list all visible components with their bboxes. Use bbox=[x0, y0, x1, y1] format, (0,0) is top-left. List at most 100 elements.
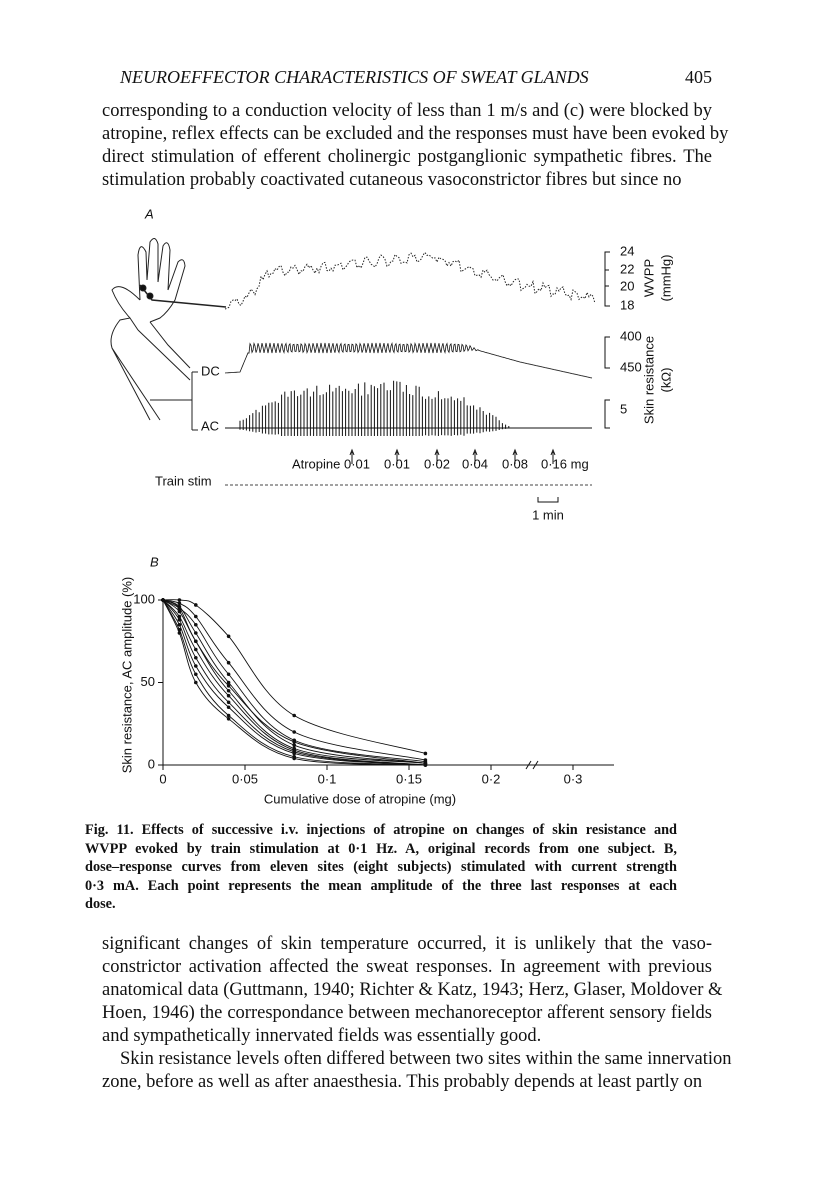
data-point bbox=[292, 751, 297, 756]
data-point bbox=[194, 647, 198, 652]
time-scale-label: 1 min bbox=[532, 507, 564, 522]
x-axis-label: Cumulative dose of atropine (mg) bbox=[264, 791, 456, 806]
data-point bbox=[177, 618, 182, 622]
data-point bbox=[194, 622, 198, 627]
data-point bbox=[177, 614, 182, 619]
data-point bbox=[177, 622, 182, 627]
y-tick-label: 0 bbox=[148, 756, 155, 771]
data-point bbox=[226, 672, 231, 677]
data-point bbox=[226, 717, 231, 721]
scale-label: 450 bbox=[620, 359, 642, 374]
stim-label: Train stim bbox=[155, 473, 212, 488]
axis-label: (mmHg) bbox=[658, 255, 673, 302]
data-point bbox=[194, 631, 198, 635]
text-line: corresponding to a conduction velocity o… bbox=[102, 101, 712, 121]
x-tick-label: 0·15 bbox=[396, 771, 422, 786]
dc-trace bbox=[224, 341, 593, 379]
scale-label: 18 bbox=[620, 297, 634, 312]
data-point bbox=[226, 660, 231, 665]
scale-label: 5 bbox=[620, 401, 627, 416]
scale-label: 20 bbox=[620, 278, 634, 293]
axis-label: WVPP bbox=[641, 259, 656, 297]
injection-arrow bbox=[434, 448, 440, 464]
data-point bbox=[226, 700, 231, 705]
text-line: Hoen, 1946) the correspondance between m… bbox=[102, 1003, 712, 1023]
x-tick-label: 0·2 bbox=[482, 771, 501, 786]
text-line: anatomical data (Guttmann, 1940; Richter… bbox=[102, 980, 723, 1000]
hand-sketch bbox=[110, 238, 227, 431]
page-number: 405 bbox=[685, 67, 712, 87]
dose-label: 0·01 bbox=[384, 456, 410, 471]
text-line: zone, before as well as after anaesthesi… bbox=[102, 1072, 703, 1092]
caption-line: 0·3 mA. Each point represents the mean a… bbox=[85, 877, 677, 894]
data-point bbox=[226, 688, 231, 693]
data-point bbox=[292, 730, 297, 734]
injection-arrow bbox=[472, 448, 478, 464]
data-point bbox=[194, 672, 198, 677]
data-point bbox=[226, 680, 231, 685]
data-point bbox=[423, 751, 428, 756]
caption-line: WVPP evoked by train stimulation at 0·1 … bbox=[85, 840, 677, 857]
x-tick-label: 0·1 bbox=[318, 771, 337, 786]
text-line: stimulation probably coactivated cutaneo… bbox=[102, 170, 682, 190]
axis-break bbox=[525, 760, 539, 770]
axis-label: Skin resistance bbox=[641, 336, 656, 424]
text-line: and sympathetically innervated fields wa… bbox=[102, 1026, 542, 1046]
injection-arrow bbox=[394, 448, 400, 464]
data-point bbox=[423, 761, 428, 766]
data-point bbox=[177, 598, 182, 602]
data-point bbox=[177, 631, 182, 635]
dose-response-curve bbox=[162, 599, 426, 763]
dose-label: 0·08 bbox=[502, 456, 528, 471]
trace-label: DC bbox=[201, 363, 220, 378]
injection-arrow bbox=[550, 448, 556, 464]
time-scale bbox=[537, 497, 559, 503]
y-axis-label: Skin resistance, AC amplitude (%) bbox=[119, 577, 134, 774]
x-tick-label: 0 bbox=[159, 771, 166, 786]
data-point bbox=[292, 743, 297, 747]
dose-label: Atropine 0·01 bbox=[292, 456, 370, 471]
injection-arrow bbox=[512, 448, 518, 464]
caption-line: Fig. 11. Effects of successive i.v. inje… bbox=[85, 822, 677, 838]
text-line: atropine, reflex effects can be excluded… bbox=[102, 124, 729, 144]
data-point bbox=[194, 639, 198, 644]
data-point bbox=[177, 601, 182, 606]
dose-label: 0·04 bbox=[462, 456, 488, 471]
scale-label: 22 bbox=[620, 261, 634, 276]
data-point bbox=[226, 705, 231, 710]
text-line: Skin resistance levels often differed be… bbox=[120, 1049, 732, 1069]
data-point bbox=[292, 713, 297, 718]
dose-label: 0·02 bbox=[424, 456, 450, 471]
data-point bbox=[194, 603, 198, 607]
data-point bbox=[226, 634, 231, 639]
dose-label: 0·16 mg bbox=[541, 456, 589, 471]
caption-line: dose–response curves from eleven sites (… bbox=[85, 859, 677, 875]
data-point bbox=[292, 756, 297, 761]
scale-bracket bbox=[604, 251, 610, 429]
text-line: significant changes of skin temperature … bbox=[102, 934, 712, 954]
data-point bbox=[194, 664, 198, 668]
data-point bbox=[194, 655, 198, 660]
ac-trace bbox=[225, 380, 592, 436]
data-point bbox=[226, 693, 231, 698]
dose-response-curve bbox=[162, 599, 426, 761]
data-point bbox=[194, 680, 198, 685]
y-tick-label: 50 bbox=[141, 674, 155, 689]
x-tick-label: 0·05 bbox=[232, 771, 258, 786]
data-point bbox=[226, 684, 231, 688]
data-point bbox=[177, 609, 182, 614]
text-line: constrictor activation affected the swea… bbox=[102, 957, 712, 977]
scale-label: 400 bbox=[620, 328, 642, 343]
data-point bbox=[161, 598, 165, 602]
scale-label: 24 bbox=[620, 243, 634, 258]
data-point bbox=[177, 606, 182, 611]
panel-label: A bbox=[144, 206, 154, 221]
x-tick-label: 0·3 bbox=[564, 771, 583, 786]
panel-label: B bbox=[150, 554, 159, 569]
injection-arrow bbox=[349, 448, 355, 464]
data-point bbox=[194, 614, 198, 619]
data-point bbox=[226, 713, 231, 718]
data-point bbox=[292, 740, 297, 744]
